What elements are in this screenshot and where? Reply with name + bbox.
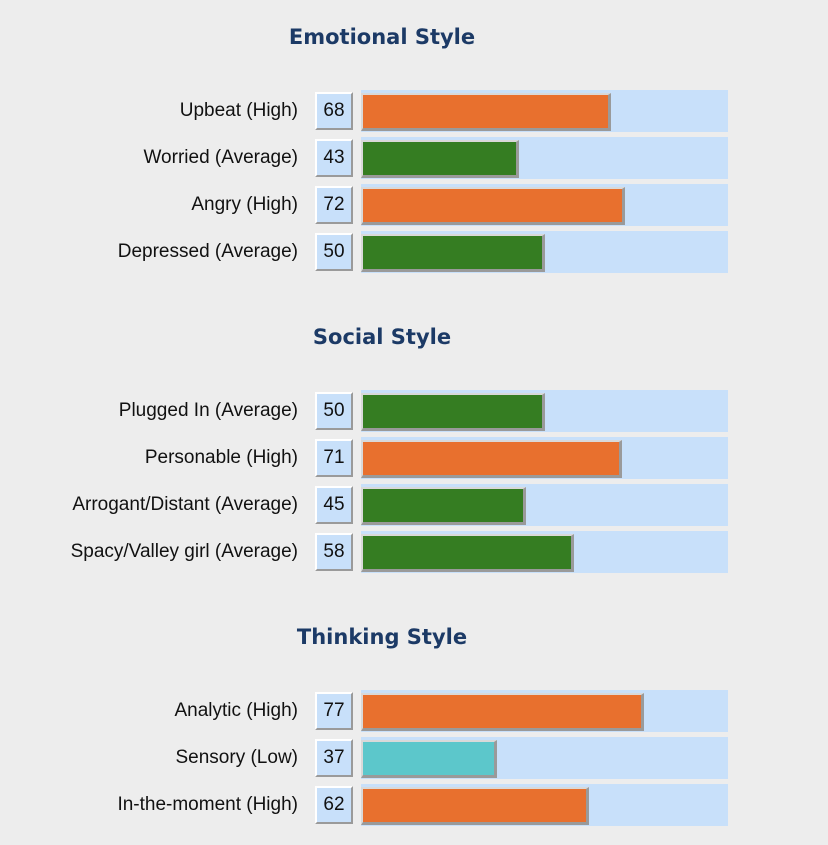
bar-label: Worried (Average) (143, 147, 298, 168)
bar-track (361, 737, 728, 779)
bar-label: Personable (High) (144, 447, 298, 468)
bar-label: Plugged In (Average) (118, 400, 298, 421)
bar-track (361, 531, 728, 573)
bar-row: Analytic (High) 77 (0, 689, 828, 733)
bar-track (361, 231, 728, 273)
bar-track (361, 184, 728, 226)
bar-row: Worried (Average) 43 (0, 136, 828, 180)
bar-label: Analytic (High) (174, 700, 298, 721)
score-box: 37 (315, 739, 353, 777)
bar-fill (361, 140, 519, 178)
score-box: 58 (315, 533, 353, 571)
bar-track (361, 784, 728, 826)
bar-fill (361, 234, 545, 272)
section-title: Emotional Style (288, 25, 476, 49)
bar-track (361, 484, 728, 526)
bar-row: Arrogant/Distant (Average) 45 (0, 483, 828, 527)
bar-label: Upbeat (High) (179, 100, 298, 121)
score-box: 77 (315, 692, 353, 730)
bar-row: Angry (High) 72 (0, 183, 828, 227)
score-box: 68 (315, 92, 353, 130)
bar-fill (361, 693, 644, 731)
bar-label: Arrogant/Distant (Average) (72, 494, 298, 515)
bar-row: Plugged In (Average) 50 (0, 389, 828, 433)
bar-fill (361, 93, 611, 131)
bar-label: Angry (High) (191, 194, 298, 215)
bar-fill (361, 740, 497, 778)
bar-fill (361, 487, 526, 525)
score-box: 62 (315, 786, 353, 824)
bar-fill (361, 187, 625, 225)
bar-track (361, 137, 728, 179)
section-title: Thinking Style (296, 625, 468, 649)
bar-track (361, 90, 728, 132)
bar-track (361, 437, 728, 479)
score-box: 45 (315, 486, 353, 524)
bar-row: Spacy/Valley girl (Average) 58 (0, 530, 828, 574)
bar-row: Upbeat (High) 68 (0, 89, 828, 133)
section-title: Social Style (312, 325, 452, 349)
bar-fill (361, 393, 545, 431)
bar-row: Depressed (Average) 50 (0, 230, 828, 274)
score-box: 43 (315, 139, 353, 177)
bar-row: Personable (High) 71 (0, 436, 828, 480)
bar-label: In-the-moment (High) (117, 794, 298, 815)
bar-row: Sensory (Low) 37 (0, 736, 828, 780)
bar-label: Sensory (Low) (175, 747, 299, 768)
bar-fill (361, 534, 574, 572)
bar-fill (361, 787, 589, 825)
bar-track (361, 390, 728, 432)
score-box: 50 (315, 233, 353, 271)
score-box: 71 (315, 439, 353, 477)
bar-label: Spacy/Valley girl (Average) (70, 541, 298, 562)
bar-track (361, 690, 728, 732)
bar-fill (361, 440, 622, 478)
bar-row: In-the-moment (High) 62 (0, 783, 828, 827)
score-box: 72 (315, 186, 353, 224)
score-box: 50 (315, 392, 353, 430)
bar-label: Depressed (Average) (117, 241, 298, 262)
